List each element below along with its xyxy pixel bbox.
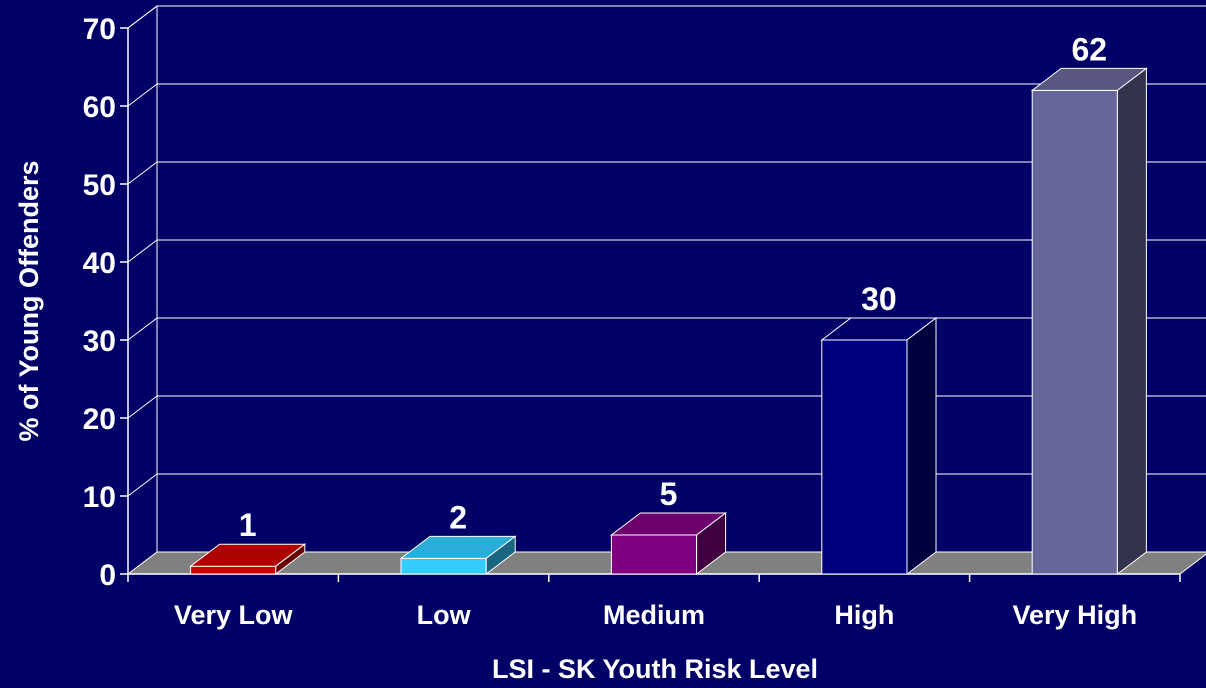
data-label: 62 [1072,31,1108,67]
data-label: 5 [660,476,678,512]
bar-front [190,565,277,575]
side-gridline [127,239,158,263]
data-label: 1 [239,507,257,543]
x-tick-label: Low [417,600,472,630]
bar-side [485,535,516,576]
y-tick-label: 70 [83,13,116,46]
y-tick-label: 0 [99,559,116,592]
x-tick-label: Very High [1013,600,1138,630]
y-tick-label: 20 [83,403,116,436]
chart-axes [120,5,1181,582]
side-gridline [127,395,158,419]
x-tick-label: High [834,600,894,630]
data-label: 2 [449,499,467,535]
x-axis-title: LSI - SK Youth Risk Level [492,654,818,684]
bar-front [400,557,487,575]
x-tick-label: Very Low [174,600,294,630]
y-axis-title: % of Young Offenders [14,160,44,441]
bar-side [696,511,727,576]
side-gridline [127,83,158,107]
y-axis-top-edge [127,5,158,29]
y-tick-label: 30 [83,325,116,358]
bar-side [275,543,306,576]
bar [609,511,728,576]
bar [399,535,517,576]
bar [1030,67,1148,576]
y-tick-label: 50 [83,169,116,202]
x-tick-label: Medium [603,600,705,630]
bar [189,543,307,576]
side-gridline [127,317,158,341]
chart-labels: 0 10 20 30 40 50 60 70 1 Very Low 2 Low 5 Medium 30 Hig… [83,13,1137,630]
side-gridline [127,161,158,185]
bar-side [906,316,937,576]
bar-front [610,534,698,575]
bar-front [1031,89,1118,575]
bar-side [1116,67,1147,576]
y-tick-label: 10 [83,481,116,514]
y-tick-label: 40 [83,247,116,280]
bar-front [821,339,908,575]
side-gridline [127,473,158,497]
y-tick-label: 60 [83,91,116,124]
chart-bars [189,67,1148,576]
bar [820,316,938,576]
data-label: 30 [861,281,897,317]
